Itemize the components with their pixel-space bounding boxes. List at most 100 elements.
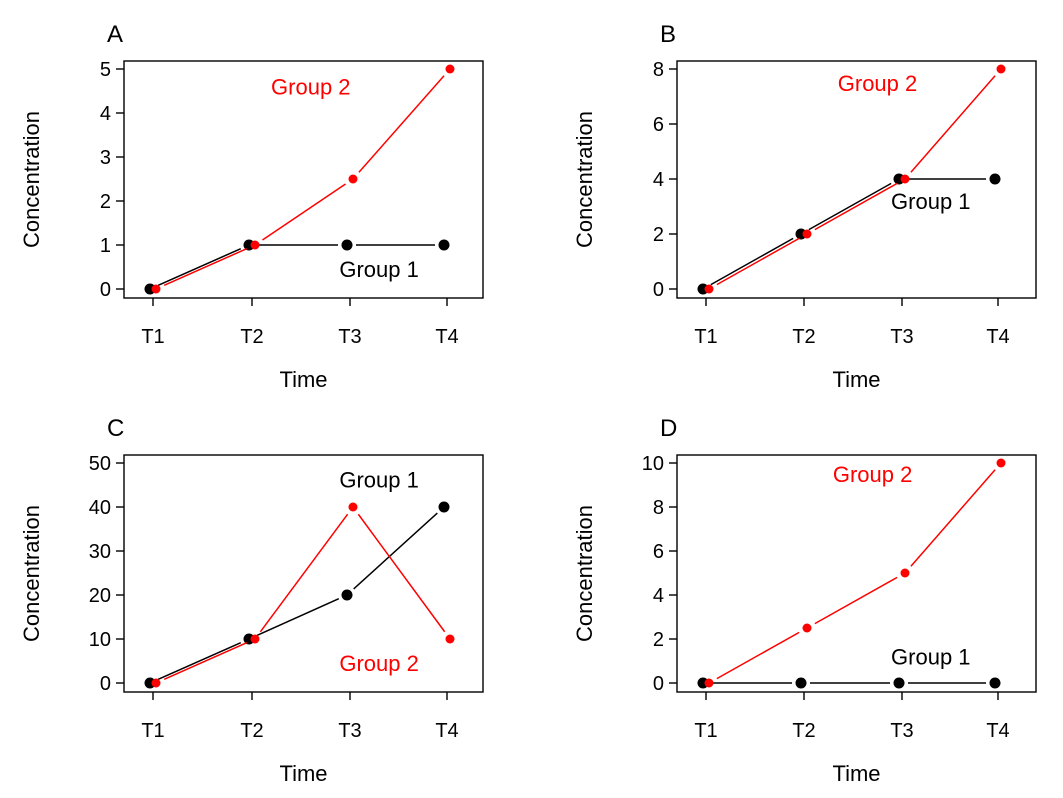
y-tick-label: 8 [653,497,664,519]
x-tick-label: T3 [890,326,913,348]
data-point-group-2 [250,634,260,644]
y-tick-label: 4 [653,585,664,607]
data-point-group-1 [795,677,807,689]
series-line-group-2 [910,75,996,173]
panel-b: B 0 2 4 6 8 T1 T2 T3 T4 Time Concentration Group 1 Gr… [572,21,1037,392]
series-line-group-2 [814,182,898,231]
data-point-group-2 [996,64,1006,74]
data-point-group-1 [341,239,353,251]
y-tick-label: 0 [100,279,111,301]
x-axis-title: Time [279,367,327,392]
panel-label: C [107,415,124,442]
series-label-group-1: Group 1 [891,645,971,670]
x-axis-title: Time [279,761,327,786]
data-point-group-1 [989,677,1001,689]
series-line-group-1 [157,641,242,681]
x-tick-label: T2 [792,720,815,742]
y-tick-label: 5 [100,59,111,81]
data-point-group-1 [438,501,450,513]
panel-a: A 0 1 2 3 4 5 T1 T2 T3 T4 Time Concentration Group 1 G… [19,21,484,392]
y-tick-label: 8 [653,59,664,81]
plot-frame [676,454,1037,693]
x-tick-label: T1 [694,720,717,742]
x-tick-label: T4 [986,326,1009,348]
data-point-group-1 [989,173,1001,185]
series-label-group-1: Group 1 [339,467,419,492]
y-tick-label: 30 [89,541,111,563]
x-tick-label: T4 [986,720,1009,742]
panel-label: A [107,21,123,48]
y-tick-label: 3 [100,147,111,169]
panel-c: C 0 10 20 30 40 50 T1 T2 T3 T4 Time Concentration Gro… [19,415,484,786]
series-line-group-2 [814,576,898,625]
series-label-group-2: Group 2 [833,462,913,487]
data-point-group-2 [445,634,455,644]
series-line-group-2 [716,631,800,680]
x-tick-label: T1 [694,326,717,348]
data-point-group-2 [900,174,910,184]
series-label-group-2: Group 2 [838,71,918,96]
data-point-group-2 [704,284,714,294]
data-point-group-2 [704,678,714,688]
data-point-group-1 [893,677,905,689]
x-tick-label: T1 [141,720,164,742]
data-point-group-2 [151,284,161,294]
y-axis-title: Concentration [19,505,44,642]
y-tick-label: 1 [100,235,111,257]
data-point-group-2 [250,240,260,250]
data-point-group-2 [802,229,812,239]
data-point-group-2 [348,174,358,184]
series-line-group-2 [358,75,445,173]
series-line-group-2 [910,469,996,567]
x-axis-title: Time [832,761,880,786]
data-point-group-1 [438,239,450,251]
y-tick-label: 40 [89,497,111,519]
y-tick-label: 10 [642,453,664,475]
y-tick-label: 0 [653,279,664,301]
data-point-group-2 [445,64,455,74]
y-tick-label: 10 [89,629,111,651]
series-label-group-2: Group 2 [271,75,351,100]
y-tick-label: 0 [100,673,111,695]
y-tick-label: 2 [653,224,664,246]
x-tick-label: T2 [792,326,815,348]
series-line-group-2 [716,237,800,286]
series-line-group-1 [710,237,794,286]
data-point-group-2 [900,568,910,578]
series-line-group-1 [353,512,438,590]
series-line-group-2 [357,513,446,633]
x-tick-label: T2 [240,326,263,348]
data-point-group-2 [802,623,812,633]
x-axis-title: Time [832,367,880,392]
data-point-group-1 [341,589,353,601]
data-point-group-2 [151,678,161,688]
plot-frame [123,454,484,693]
x-tick-label: T3 [338,326,361,348]
series-line-group-2 [163,247,248,287]
y-axis-title: Concentration [572,111,597,248]
y-tick-label: 4 [100,103,111,125]
series-label-group-1: Group 1 [891,189,971,214]
x-tick-label: T3 [338,720,361,742]
series-label-group-2: Group 2 [339,651,419,676]
series-line-group-2 [259,513,349,633]
series-line-group-2 [262,183,346,241]
x-tick-label: T4 [435,326,458,348]
data-point-group-2 [348,502,358,512]
y-axis-title: Concentration [19,111,44,248]
y-tick-label: 20 [89,585,111,607]
x-tick-label: T4 [435,720,458,742]
series-line-group-1 [808,182,892,231]
panel-label: B [660,21,676,48]
y-tick-label: 4 [653,169,664,191]
x-tick-label: T3 [890,720,913,742]
x-tick-label: T2 [240,720,263,742]
x-tick-label: T1 [141,326,164,348]
panel-label: D [660,415,677,442]
y-tick-label: 50 [89,453,111,475]
y-tick-label: 6 [653,114,664,136]
y-tick-label: 6 [653,541,664,563]
y-tick-label: 2 [100,191,111,213]
data-point-group-2 [996,458,1006,468]
